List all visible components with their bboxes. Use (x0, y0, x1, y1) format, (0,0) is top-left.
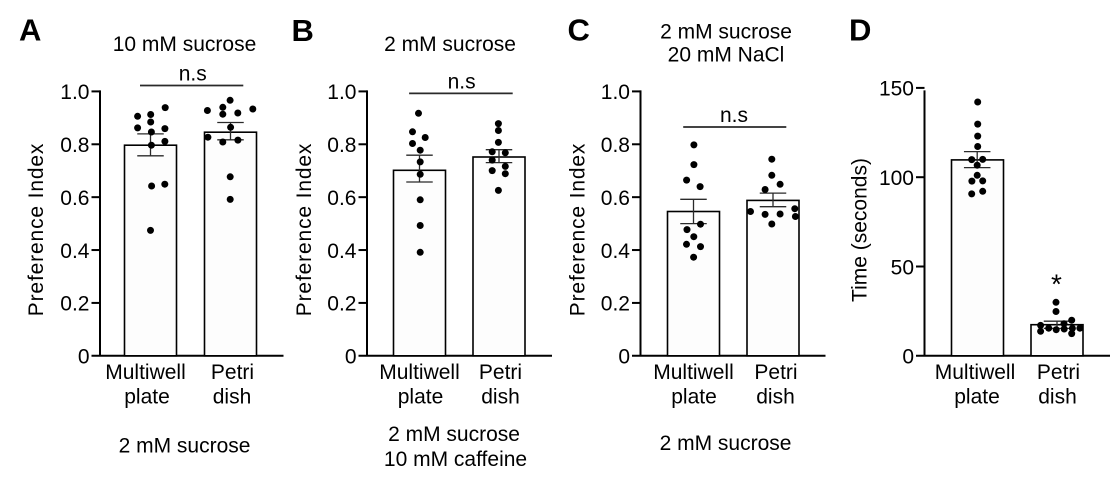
svg-text:Petri: Petri (754, 361, 797, 384)
svg-text:*: * (1051, 269, 1062, 300)
svg-text:20 mM NaCl: 20 mM NaCl (668, 44, 785, 67)
svg-text:Preference Index: Preference Index (567, 143, 590, 317)
svg-text:dish: dish (756, 386, 795, 409)
svg-text:0: 0 (345, 346, 357, 369)
svg-text:B: B (292, 13, 314, 48)
svg-text:2 mM sucrose: 2 mM sucrose (384, 33, 516, 56)
svg-text:Preference Index: Preference Index (293, 143, 316, 317)
svg-text:n.s: n.s (448, 71, 476, 94)
svg-text:Petri: Petri (479, 361, 522, 384)
svg-text:Petri: Petri (1037, 361, 1080, 384)
svg-text:0.4: 0.4 (601, 240, 631, 263)
svg-text:100: 100 (879, 167, 914, 190)
svg-text:dish: dish (1038, 386, 1077, 409)
svg-text:n.s: n.s (720, 104, 748, 127)
svg-text:0.4: 0.4 (60, 240, 90, 263)
svg-text:n.s: n.s (179, 63, 207, 86)
svg-text:plate: plate (124, 386, 170, 409)
svg-text:50: 50 (891, 256, 914, 279)
svg-text:dish: dish (213, 386, 252, 409)
svg-text:Multiwell: Multiwell (935, 361, 1016, 384)
svg-text:0.8: 0.8 (601, 134, 630, 157)
svg-text:1.0: 1.0 (60, 81, 89, 104)
svg-text:Multiwell: Multiwell (105, 361, 186, 384)
svg-text:10 mM sucrose: 10 mM sucrose (113, 33, 257, 56)
svg-text:Petri: Petri (211, 361, 254, 384)
svg-text:2 mM sucrose: 2 mM sucrose (660, 21, 792, 44)
svg-text:2 mM sucrose: 2 mM sucrose (660, 432, 792, 455)
svg-text:0.8: 0.8 (327, 134, 356, 157)
svg-text:1.0: 1.0 (327, 81, 356, 104)
svg-text:1.0: 1.0 (601, 81, 630, 104)
svg-text:Multiwell: Multiwell (379, 361, 460, 384)
svg-text:C: C (568, 13, 590, 48)
svg-text:0.6: 0.6 (60, 187, 89, 210)
svg-text:10 mM caffeine: 10 mM caffeine (384, 448, 527, 471)
svg-text:Multiwell: Multiwell (653, 361, 734, 384)
svg-text:0.6: 0.6 (601, 187, 630, 210)
svg-text:dish: dish (481, 386, 520, 409)
svg-text:0: 0 (618, 346, 630, 369)
svg-text:0: 0 (78, 346, 90, 369)
svg-text:0: 0 (902, 346, 914, 369)
svg-text:plate: plate (671, 386, 717, 409)
svg-text:150: 150 (879, 78, 914, 101)
svg-text:plate: plate (954, 386, 1000, 409)
svg-text:0.8: 0.8 (60, 134, 89, 157)
svg-text:0.4: 0.4 (327, 240, 357, 263)
svg-text:0.6: 0.6 (327, 187, 356, 210)
svg-text:0.2: 0.2 (60, 293, 89, 316)
svg-text:2 mM sucrose: 2 mM sucrose (119, 435, 251, 458)
svg-text:2 mM sucrose: 2 mM sucrose (388, 423, 520, 446)
svg-text:Time (seconds): Time (seconds) (849, 158, 872, 302)
svg-text:plate: plate (398, 386, 444, 409)
svg-text:0.2: 0.2 (601, 293, 630, 316)
svg-text:D: D (849, 13, 871, 48)
svg-text:0.2: 0.2 (327, 293, 356, 316)
svg-text:Preference Index: Preference Index (25, 143, 48, 317)
svg-text:A: A (19, 13, 41, 48)
